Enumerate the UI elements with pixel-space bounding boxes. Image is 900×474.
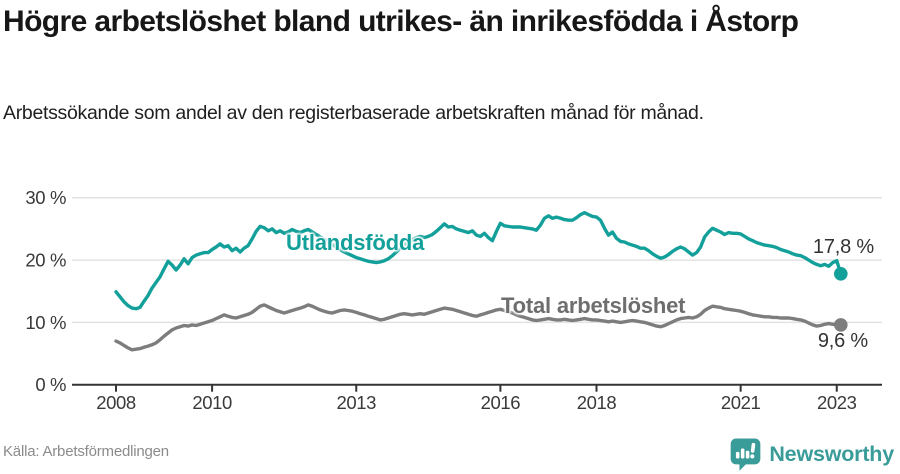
chart-subtitle: Arbetssökande som andel av den registerb… [3, 102, 704, 124]
x-tick-label: 2013 [336, 392, 376, 413]
series-line-utlandsfodda [114, 210, 843, 311]
newsworthy-pin-icon [731, 438, 761, 471]
x-tick-label: 2018 [577, 392, 617, 413]
end-value-label-total: 9,6 % [817, 330, 868, 352]
x-tick-label: 2010 [192, 392, 232, 413]
series-end-dot-utlandsfodda [834, 267, 848, 281]
end-value-label-utlandsfodda: 17,8 % [812, 236, 874, 258]
y-tick-label: 0 % [35, 374, 66, 395]
x-tick-label: 2021 [721, 392, 761, 413]
exclamation-icon-stroke [751, 442, 756, 453]
y-tick-label: 30 % [25, 187, 66, 208]
series-label-total-arbetsloshet: Total arbetslöshet [501, 293, 686, 318]
bar-chart-icon-bar1 [736, 451, 740, 459]
page-title: Högre arbetslöshet bland utrikes- än inr… [3, 5, 799, 38]
y-tick-label: 10 % [25, 312, 66, 333]
series-line-total [114, 303, 843, 352]
x-tick-label: 2008 [96, 392, 136, 413]
newsworthy-logo[interactable]: Newsworthy [730, 438, 894, 471]
series-label-utlandsfodda: Utlandsfödda [286, 230, 425, 255]
source-note: Källa: Arbetsförmedlingen [3, 443, 169, 460]
x-tick-label: 2016 [481, 392, 521, 413]
bar-chart-icon-bar2 [741, 448, 745, 459]
bar-chart-icon-bar3 [746, 450, 750, 459]
exclamation-icon-dot [750, 454, 755, 459]
newsworthy-wordmark: Newsworthy [769, 442, 894, 466]
y-tick-label: 20 % [25, 250, 66, 271]
series-end-dot-total [834, 318, 848, 332]
x-tick-label: 2023 [817, 392, 857, 413]
